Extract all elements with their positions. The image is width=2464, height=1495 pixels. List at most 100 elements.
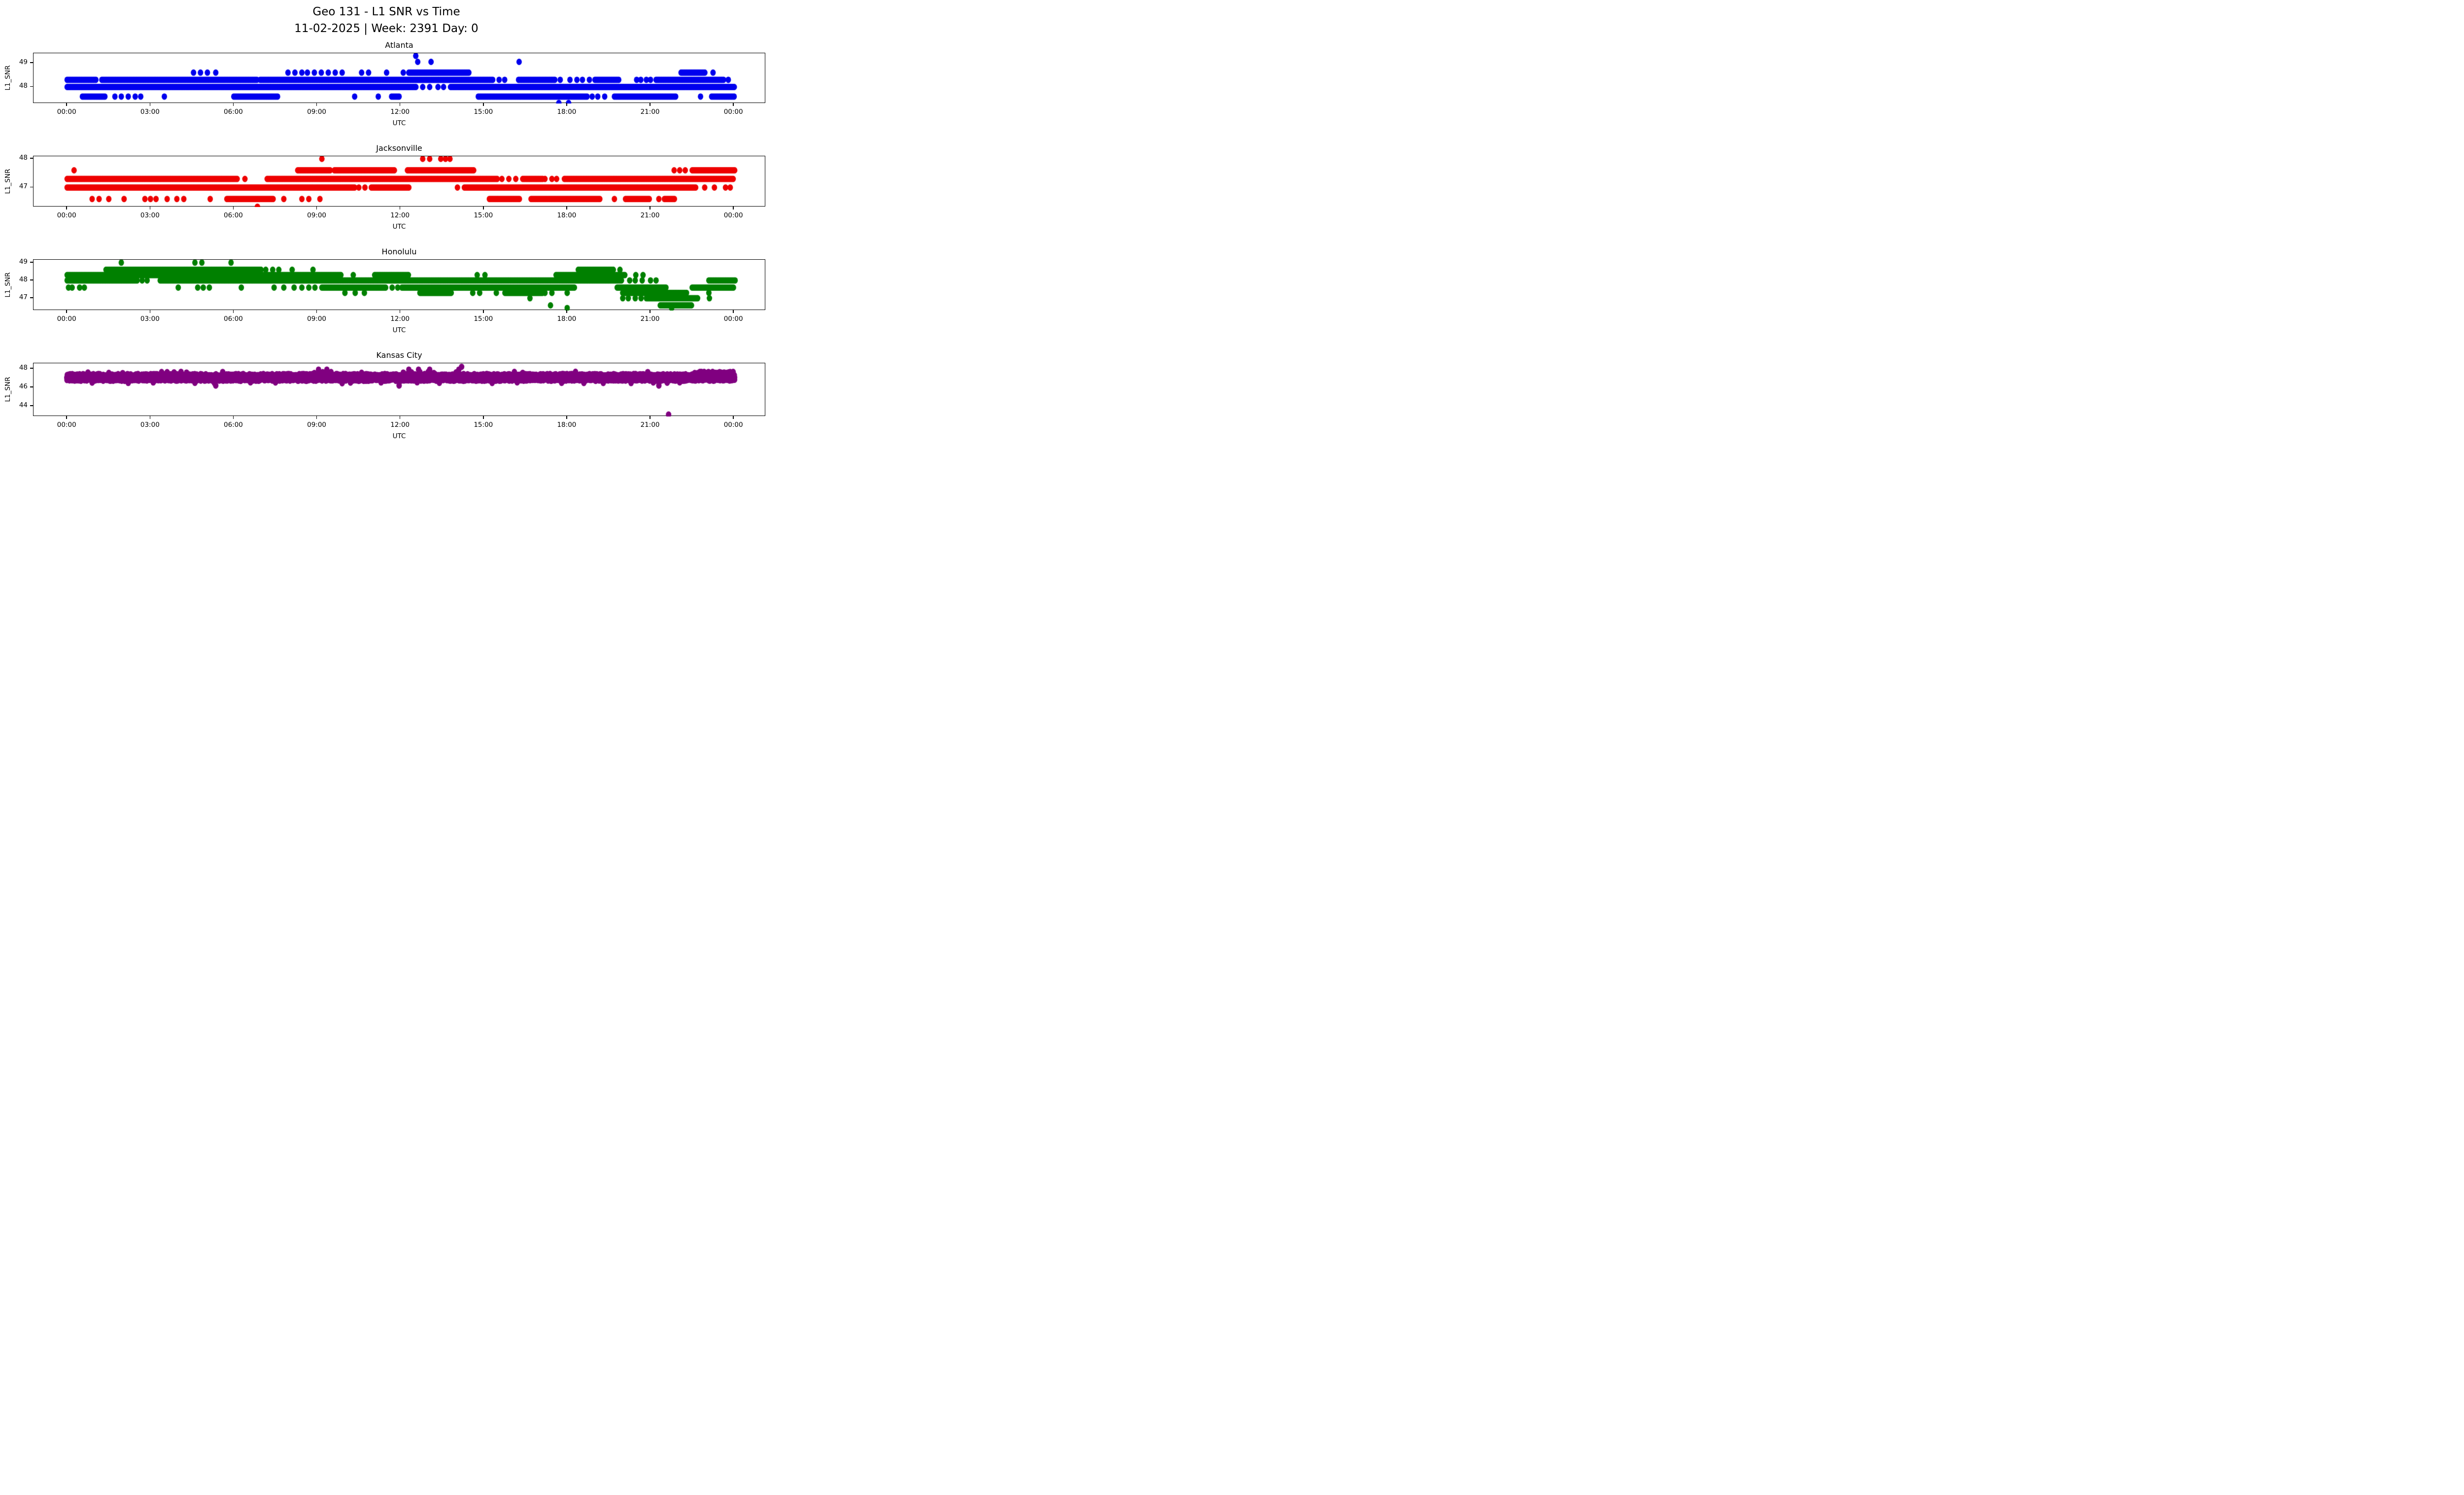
xtick-mark-jacksonville <box>733 207 734 209</box>
y-axis-label-jacksonville: L1_SNR <box>4 169 12 194</box>
xtick-label-jacksonville: 00:00 <box>723 211 743 219</box>
xtick-label-jacksonville: 12:00 <box>390 211 410 219</box>
x-axis-label-kansas-city: UTC <box>392 432 406 440</box>
xtick-label-jacksonville: 15:00 <box>474 211 493 219</box>
figure-title-line1: Geo 131 - L1 SNR vs Time <box>312 5 460 18</box>
ytick-label-atlanta: 49 <box>19 58 28 66</box>
ytick-mark-kansas-city <box>30 386 33 387</box>
scatter-canvas-kansas-city <box>34 363 766 417</box>
subplot-title-honolulu: Honolulu <box>381 247 417 256</box>
ytick-label-kansas-city: 48 <box>19 364 28 372</box>
xtick-label-jacksonville: 18:00 <box>557 211 577 219</box>
xtick-label-honolulu: 12:00 <box>390 315 410 323</box>
xtick-label-honolulu: 00:00 <box>57 315 76 323</box>
xtick-label-honolulu: 15:00 <box>474 315 493 323</box>
y-axis-label-honolulu: L1_SNR <box>4 272 12 297</box>
ytick-label-jacksonville: 47 <box>19 182 28 191</box>
xtick-label-atlanta: 00:00 <box>723 108 743 116</box>
xtick-mark-atlanta <box>66 103 67 106</box>
ytick-label-honolulu: 48 <box>19 275 28 283</box>
xtick-mark-atlanta <box>733 103 734 106</box>
plot-area-honolulu <box>33 259 766 311</box>
subplot-title-kansas-city: Kansas City <box>376 350 422 360</box>
xtick-mark-honolulu <box>399 310 401 313</box>
xtick-label-jacksonville: 00:00 <box>57 211 76 219</box>
plot-area-atlanta <box>33 53 766 104</box>
xtick-mark-kansas-city <box>483 416 484 419</box>
xtick-label-honolulu: 03:00 <box>140 315 160 323</box>
xtick-label-kansas-city: 00:00 <box>57 421 76 429</box>
ytick-label-jacksonville: 48 <box>19 154 28 162</box>
xtick-mark-jacksonville <box>399 207 401 209</box>
xtick-label-honolulu: 06:00 <box>223 315 243 323</box>
xtick-label-jacksonville: 03:00 <box>140 211 160 219</box>
xtick-mark-kansas-city <box>149 416 151 419</box>
ytick-label-honolulu: 49 <box>19 257 28 266</box>
xtick-label-jacksonville: 09:00 <box>307 211 327 219</box>
subplot-title-jacksonville: Jacksonville <box>376 143 422 153</box>
xtick-mark-honolulu <box>733 310 734 313</box>
ytick-mark-kansas-city <box>30 368 33 369</box>
subplot-title-atlanta: Atlanta <box>385 40 413 50</box>
xtick-label-kansas-city: 03:00 <box>140 421 160 429</box>
xtick-mark-atlanta <box>316 103 317 106</box>
xtick-label-atlanta: 03:00 <box>140 108 160 116</box>
xtick-mark-honolulu <box>566 310 567 313</box>
ytick-mark-atlanta <box>30 62 33 63</box>
xtick-mark-kansas-city <box>233 416 234 419</box>
xtick-label-jacksonville: 06:00 <box>223 211 243 219</box>
xtick-mark-kansas-city <box>733 416 734 419</box>
xtick-label-kansas-city: 00:00 <box>723 421 743 429</box>
figure-title-line2: 11-02-2025 | Week: 2391 Day: 0 <box>294 22 479 35</box>
xtick-mark-honolulu <box>66 310 67 313</box>
xtick-label-atlanta: 15:00 <box>474 108 493 116</box>
xtick-label-kansas-city: 15:00 <box>474 421 493 429</box>
xtick-mark-honolulu <box>149 310 151 313</box>
ytick-mark-honolulu <box>30 297 33 298</box>
ytick-mark-jacksonville <box>30 186 33 188</box>
xtick-mark-kansas-city <box>566 416 567 419</box>
plot-area-kansas-city <box>33 363 766 417</box>
ytick-mark-jacksonville <box>30 158 33 159</box>
xtick-mark-atlanta <box>566 103 567 106</box>
ytick-label-kansas-city: 46 <box>19 382 28 390</box>
ytick-mark-kansas-city <box>30 405 33 406</box>
xtick-mark-atlanta <box>233 103 234 106</box>
xtick-mark-honolulu <box>316 310 317 313</box>
x-axis-label-atlanta: UTC <box>392 119 406 127</box>
xtick-label-atlanta: 00:00 <box>57 108 76 116</box>
xtick-mark-jacksonville <box>483 207 484 209</box>
xtick-mark-jacksonville <box>316 207 317 209</box>
xtick-label-atlanta: 18:00 <box>557 108 577 116</box>
xtick-label-kansas-city: 06:00 <box>223 421 243 429</box>
x-axis-label-honolulu: UTC <box>392 326 406 334</box>
xtick-label-honolulu: 18:00 <box>557 315 577 323</box>
xtick-mark-atlanta <box>399 103 401 106</box>
xtick-mark-kansas-city <box>66 416 67 419</box>
xtick-label-atlanta: 21:00 <box>640 108 660 116</box>
xtick-mark-jacksonville <box>233 207 234 209</box>
xtick-mark-honolulu <box>483 310 484 313</box>
xtick-mark-kansas-city <box>316 416 317 419</box>
ytick-label-honolulu: 47 <box>19 293 28 302</box>
scatter-canvas-honolulu <box>34 260 766 311</box>
ytick-label-atlanta: 48 <box>19 82 28 90</box>
xtick-label-honolulu: 09:00 <box>307 315 327 323</box>
ytick-label-kansas-city: 44 <box>19 401 28 409</box>
xtick-mark-atlanta <box>149 103 151 106</box>
plot-area-jacksonville <box>33 156 766 207</box>
xtick-label-atlanta: 09:00 <box>307 108 327 116</box>
xtick-mark-honolulu <box>233 310 234 313</box>
ytick-mark-honolulu <box>30 262 33 263</box>
xtick-label-kansas-city: 09:00 <box>307 421 327 429</box>
ytick-mark-atlanta <box>30 86 33 87</box>
scatter-canvas-jacksonville <box>34 156 766 207</box>
xtick-mark-jacksonville <box>149 207 151 209</box>
xtick-label-honolulu: 21:00 <box>640 315 660 323</box>
xtick-mark-jacksonville <box>66 207 67 209</box>
xtick-mark-kansas-city <box>399 416 401 419</box>
y-axis-label-kansas-city: L1_SNR <box>4 377 12 402</box>
xtick-label-jacksonville: 21:00 <box>640 211 660 219</box>
xtick-label-honolulu: 00:00 <box>723 315 743 323</box>
xtick-label-kansas-city: 18:00 <box>557 421 577 429</box>
